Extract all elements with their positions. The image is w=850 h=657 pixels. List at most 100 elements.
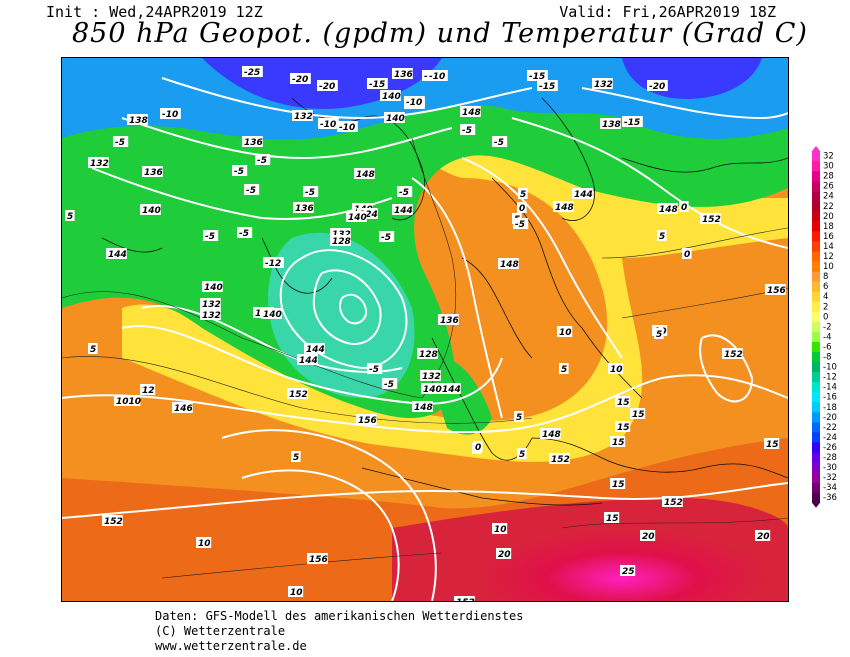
map-label: -5 <box>255 154 271 166</box>
map-label: 20 <box>640 530 656 542</box>
map-label: -5 <box>232 165 248 177</box>
svg-text:-12: -12 <box>265 259 281 269</box>
valid-time: Valid: Fri,26APR2019 18Z <box>559 3 776 21</box>
svg-text:144: 144 <box>108 250 127 260</box>
legend-swatch <box>812 181 820 192</box>
legend-label: 18 <box>823 222 834 232</box>
map-label: 15 <box>610 436 626 448</box>
svg-text:148: 148 <box>462 108 481 118</box>
map-label: 140 <box>202 281 223 293</box>
map-label: -20 <box>290 73 311 85</box>
copyright: (C) Wetterzentrale <box>155 624 286 638</box>
map-label: 136 <box>142 166 163 178</box>
map-label: -5 <box>397 186 413 198</box>
legend-label: -6 <box>823 342 831 352</box>
legend-label: 24 <box>823 192 834 202</box>
map-label: -5 <box>244 184 260 196</box>
data-source: Daten: GFS-Modell des amerikanischen Wet… <box>155 609 524 623</box>
svg-text:-5: -5 <box>115 138 125 148</box>
legend-swatch <box>812 271 820 282</box>
legend-swatch <box>812 241 820 252</box>
legend-label: 22 <box>823 202 834 212</box>
map-label: 140 <box>140 204 161 216</box>
legend-swatch <box>812 151 820 162</box>
map-label: -10 <box>318 118 339 130</box>
map-label: 20 <box>496 548 512 560</box>
map-label: 15 <box>615 421 631 433</box>
map-label: 136 <box>392 68 413 80</box>
svg-text:5: 5 <box>659 232 665 242</box>
map-label: -5 <box>513 218 529 230</box>
map-canvas: -25-20-20-15-10136-10-15-15132-20138-101… <box>62 58 788 601</box>
map-label: 136 <box>438 314 459 326</box>
svg-text:0: 0 <box>684 250 690 260</box>
legend-swatch <box>812 331 820 343</box>
legend-swatch <box>812 341 820 353</box>
svg-text:-20: -20 <box>319 82 335 92</box>
svg-text:132: 132 <box>422 372 441 382</box>
svg-text:-10: -10 <box>429 72 445 82</box>
svg-text:5: 5 <box>520 190 526 200</box>
legend-swatch <box>812 352 820 363</box>
map-label: 10 <box>288 586 304 598</box>
svg-text:-20: -20 <box>292 75 308 85</box>
weather-map[interactable]: -25-20-20-15-10136-10-15-15132-20138-101… <box>61 57 789 602</box>
svg-text:15: 15 <box>612 438 625 448</box>
legend-swatch <box>812 311 820 323</box>
legend-label: -2 <box>823 322 831 332</box>
svg-text:136: 136 <box>144 168 163 178</box>
map-label: 0 <box>473 441 483 453</box>
svg-text:-10: -10 <box>320 120 336 130</box>
svg-text:156: 156 <box>767 286 786 296</box>
svg-text:1010: 1010 <box>116 397 141 407</box>
svg-text:-10: -10 <box>339 123 355 133</box>
legend-swatch <box>812 321 820 333</box>
hot-core <box>472 528 772 601</box>
legend-label: -36 <box>823 493 837 503</box>
map-label: 128 <box>330 235 351 247</box>
svg-text:140: 140 <box>204 283 223 293</box>
legend-swatch <box>812 482 820 493</box>
map-label: -15 <box>367 78 388 90</box>
svg-text:12: 12 <box>142 386 155 396</box>
svg-text:-5: -5 <box>246 186 256 196</box>
svg-text:138: 138 <box>602 120 621 130</box>
map-label: 128 <box>417 348 438 360</box>
map-label: -5 <box>203 230 219 242</box>
geopotential-contours <box>62 77 788 601</box>
map-label: 0 <box>679 201 689 213</box>
legend-label: 30 <box>823 162 834 172</box>
legend-swatch <box>812 392 820 403</box>
legend-swatch <box>812 301 820 313</box>
legend-label: 26 <box>823 182 834 192</box>
map-label: 152 <box>722 348 743 360</box>
svg-text:132: 132 <box>90 159 109 169</box>
svg-text:5: 5 <box>519 450 525 460</box>
map-label: -10 <box>160 108 181 120</box>
map-label: 148 <box>553 201 574 213</box>
legend-label: 28 <box>823 172 834 182</box>
legend-label: -16 <box>823 393 837 403</box>
map-label: 132 <box>592 78 613 90</box>
svg-text:15: 15 <box>766 440 779 450</box>
svg-text:138: 138 <box>129 116 148 126</box>
map-label: 10 <box>492 523 508 535</box>
svg-text:5: 5 <box>90 345 96 355</box>
legend-label: -26 <box>823 443 837 453</box>
legend-swatch <box>812 291 820 303</box>
svg-text:-5: -5 <box>494 138 504 148</box>
legend-swatch <box>812 372 820 383</box>
website-link[interactable]: www.wetterzentrale.de <box>155 639 307 653</box>
legend-label: -32 <box>823 473 837 483</box>
svg-text:152: 152 <box>724 350 743 360</box>
legend-label: -24 <box>823 433 837 443</box>
map-label: 0 <box>682 248 692 260</box>
svg-text:136: 136 <box>295 204 314 214</box>
legend-label: 2 <box>823 302 828 312</box>
legend-swatch <box>812 472 820 483</box>
legend-label: -22 <box>823 423 837 433</box>
map-label: 148 <box>354 168 375 180</box>
map-label: 10 <box>608 363 624 375</box>
map-label: 15 <box>610 478 626 490</box>
map-label: 148 <box>657 203 678 215</box>
